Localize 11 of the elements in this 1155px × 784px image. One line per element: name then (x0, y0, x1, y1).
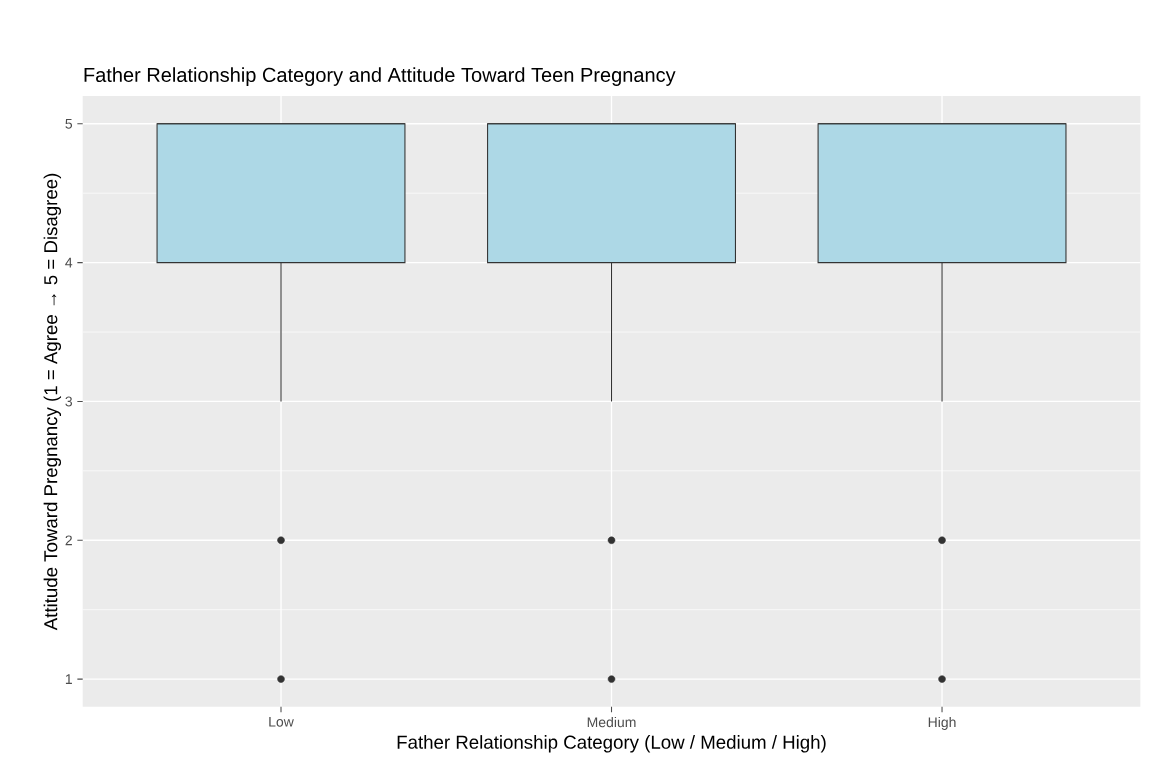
y-tick-label: 5 (65, 118, 73, 129)
y-tick-label: 2 (65, 535, 72, 546)
chart-title: Father Relationship Category and Attitude Toward Teen Pregnancy (84, 67, 676, 86)
x-tick-label: High (928, 716, 956, 730)
y-tick-label: 4 (65, 257, 73, 268)
x-tick-label: Medium (587, 716, 636, 728)
y-tick-label: 1 (65, 674, 72, 684)
x-axis-title: Father Relationship Category (Low / Medium / High) (397, 735, 826, 753)
y-tick-label: 3 (65, 396, 73, 407)
y-axis-title: Attitude Toward Pregnancy (1 = Agree → 5 = Disagree) (43, 173, 62, 631)
x-tick-label: Low (269, 716, 294, 727)
